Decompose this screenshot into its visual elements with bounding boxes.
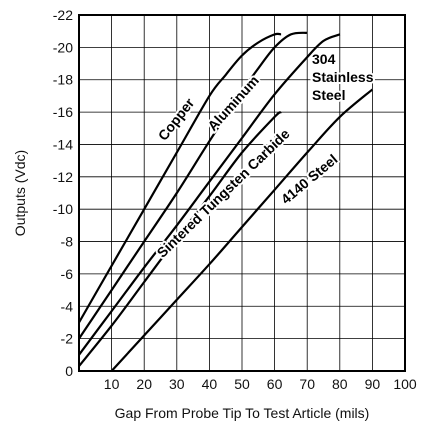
y-tick-label: -8: [61, 234, 74, 250]
x-tick-label: 20: [136, 376, 152, 392]
x-tick-label: 40: [202, 376, 218, 392]
y-tick-label: 0: [65, 363, 73, 379]
y-tick-label: -6: [61, 266, 74, 282]
y-axis-title: Outputs (Vdc): [12, 150, 28, 236]
x-tick-label: 10: [104, 376, 120, 392]
x-tick-label: 30: [169, 376, 185, 392]
curve-label-halo: Steel: [312, 87, 345, 103]
y-tick-label: -22: [53, 7, 73, 23]
x-tick-label: 70: [299, 376, 315, 392]
plot-frame: [78, 14, 406, 372]
x-axis-title: Gap From Probe Tip To Test Article (mils…: [115, 405, 370, 421]
curve-label-text: 304: [312, 51, 336, 67]
curve-label-text: 4140 Steel: [278, 151, 341, 207]
x-tick-label: 90: [365, 376, 381, 392]
series-line-sintered-tungsten-carbide: [78, 111, 282, 367]
y-tick-label: -4: [61, 298, 74, 314]
y-tick-label: -10: [53, 201, 73, 217]
curve-label-text: Copper: [155, 95, 198, 144]
x-tick-label: 60: [267, 376, 283, 392]
series-line-copper: [78, 32, 282, 324]
curve-label-text: Stainless: [312, 69, 374, 85]
series-line-4140-steel: [110, 88, 374, 372]
y-tick-label: -12: [53, 169, 73, 185]
x-tick-label: 80: [332, 376, 348, 392]
tick-labels: 10 20 30 40 50 60 70 80 90 100 0 -2 -4 -6 -8 -10 -12 -14 -…: [53, 7, 417, 392]
curve-label-text: Aluminum: [204, 72, 262, 134]
y-tick-label: -2: [61, 331, 74, 347]
x-tick-label: 50: [234, 376, 250, 392]
series-lines: [78, 31, 374, 372]
y-tick-label: -14: [53, 136, 73, 152]
curve-label-halo: Stainless: [312, 69, 374, 85]
curve-label-halo: 304: [312, 51, 336, 67]
y-tick-label: -16: [53, 104, 73, 120]
x-tick-label: 100: [393, 376, 417, 392]
grid: [79, 15, 405, 371]
curve-label-text: Steel: [312, 87, 345, 103]
y-tick-label: -20: [53, 39, 73, 55]
y-tick-label: -18: [53, 72, 73, 88]
series-line-aluminum: [78, 31, 308, 340]
series-line-304-stainless-steel: [78, 33, 341, 356]
